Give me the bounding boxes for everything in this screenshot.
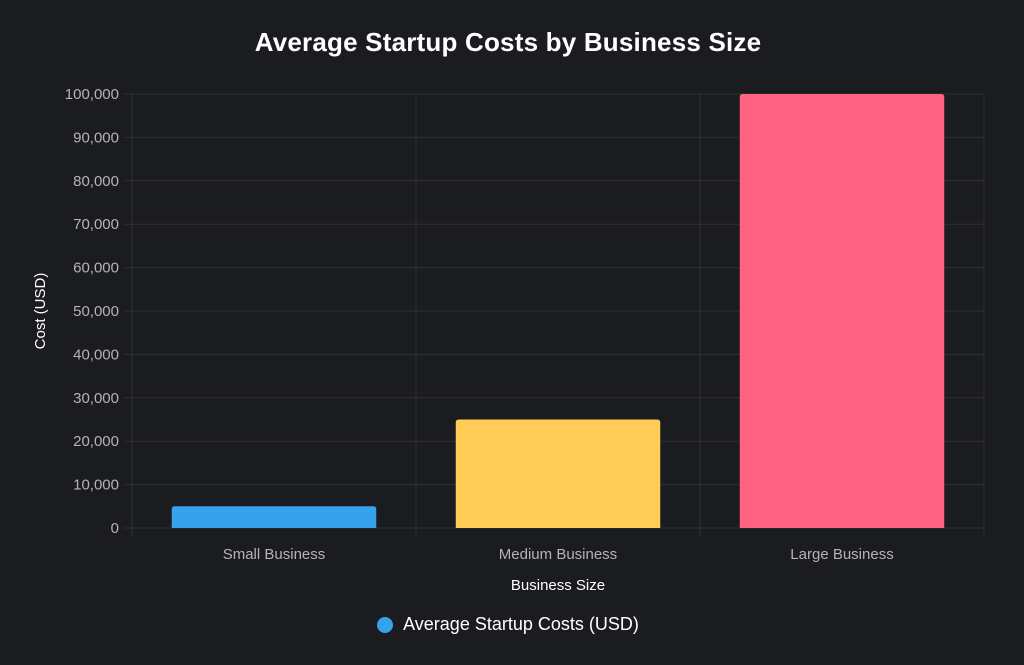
bar-small-business[interactable] (171, 506, 377, 528)
x-tick-label: Small Business (223, 546, 326, 563)
bar-medium-business[interactable] (455, 419, 661, 529)
legend-item[interactable]: Average Startup Costs (USD) (377, 614, 639, 635)
y-tick-label: 20,000 (73, 433, 119, 450)
y-tick-label: 90,000 (73, 129, 119, 146)
y-tick-label: 100,000 (65, 86, 119, 103)
y-tick-label: 30,000 (73, 390, 119, 407)
legend-swatch (377, 616, 394, 633)
y-tick-label: 10,000 (73, 477, 119, 494)
x-axis-title: Business Size (511, 577, 605, 594)
x-axis-ticks: Small Business Medium Business Large Busin… (223, 546, 894, 563)
bars (171, 94, 945, 529)
legend: Average Startup Costs (USD) (0, 614, 1016, 635)
bar-large-business[interactable] (739, 94, 945, 528)
y-tick-label: 70,000 (73, 216, 119, 233)
y-tick-label: 80,000 (73, 173, 119, 190)
y-tick-label: 50,000 (73, 303, 119, 320)
y-tick-label: 60,000 (73, 260, 119, 277)
chart-title: Average Startup Costs by Business Size (254, 27, 762, 57)
x-tick-label: Large Business (790, 546, 893, 563)
x-tick-label: Medium Business (499, 546, 617, 563)
y-axis-title: Cost (USD) (32, 273, 49, 350)
y-tick-label: 0 (111, 520, 119, 537)
legend-label: Average Startup Costs (USD) (403, 614, 639, 634)
y-tick-label: 40,000 (73, 346, 119, 363)
y-axis-ticks: 0 10,000 20,000 30,000 40,000 50,000 60,000 70,… (65, 86, 119, 537)
